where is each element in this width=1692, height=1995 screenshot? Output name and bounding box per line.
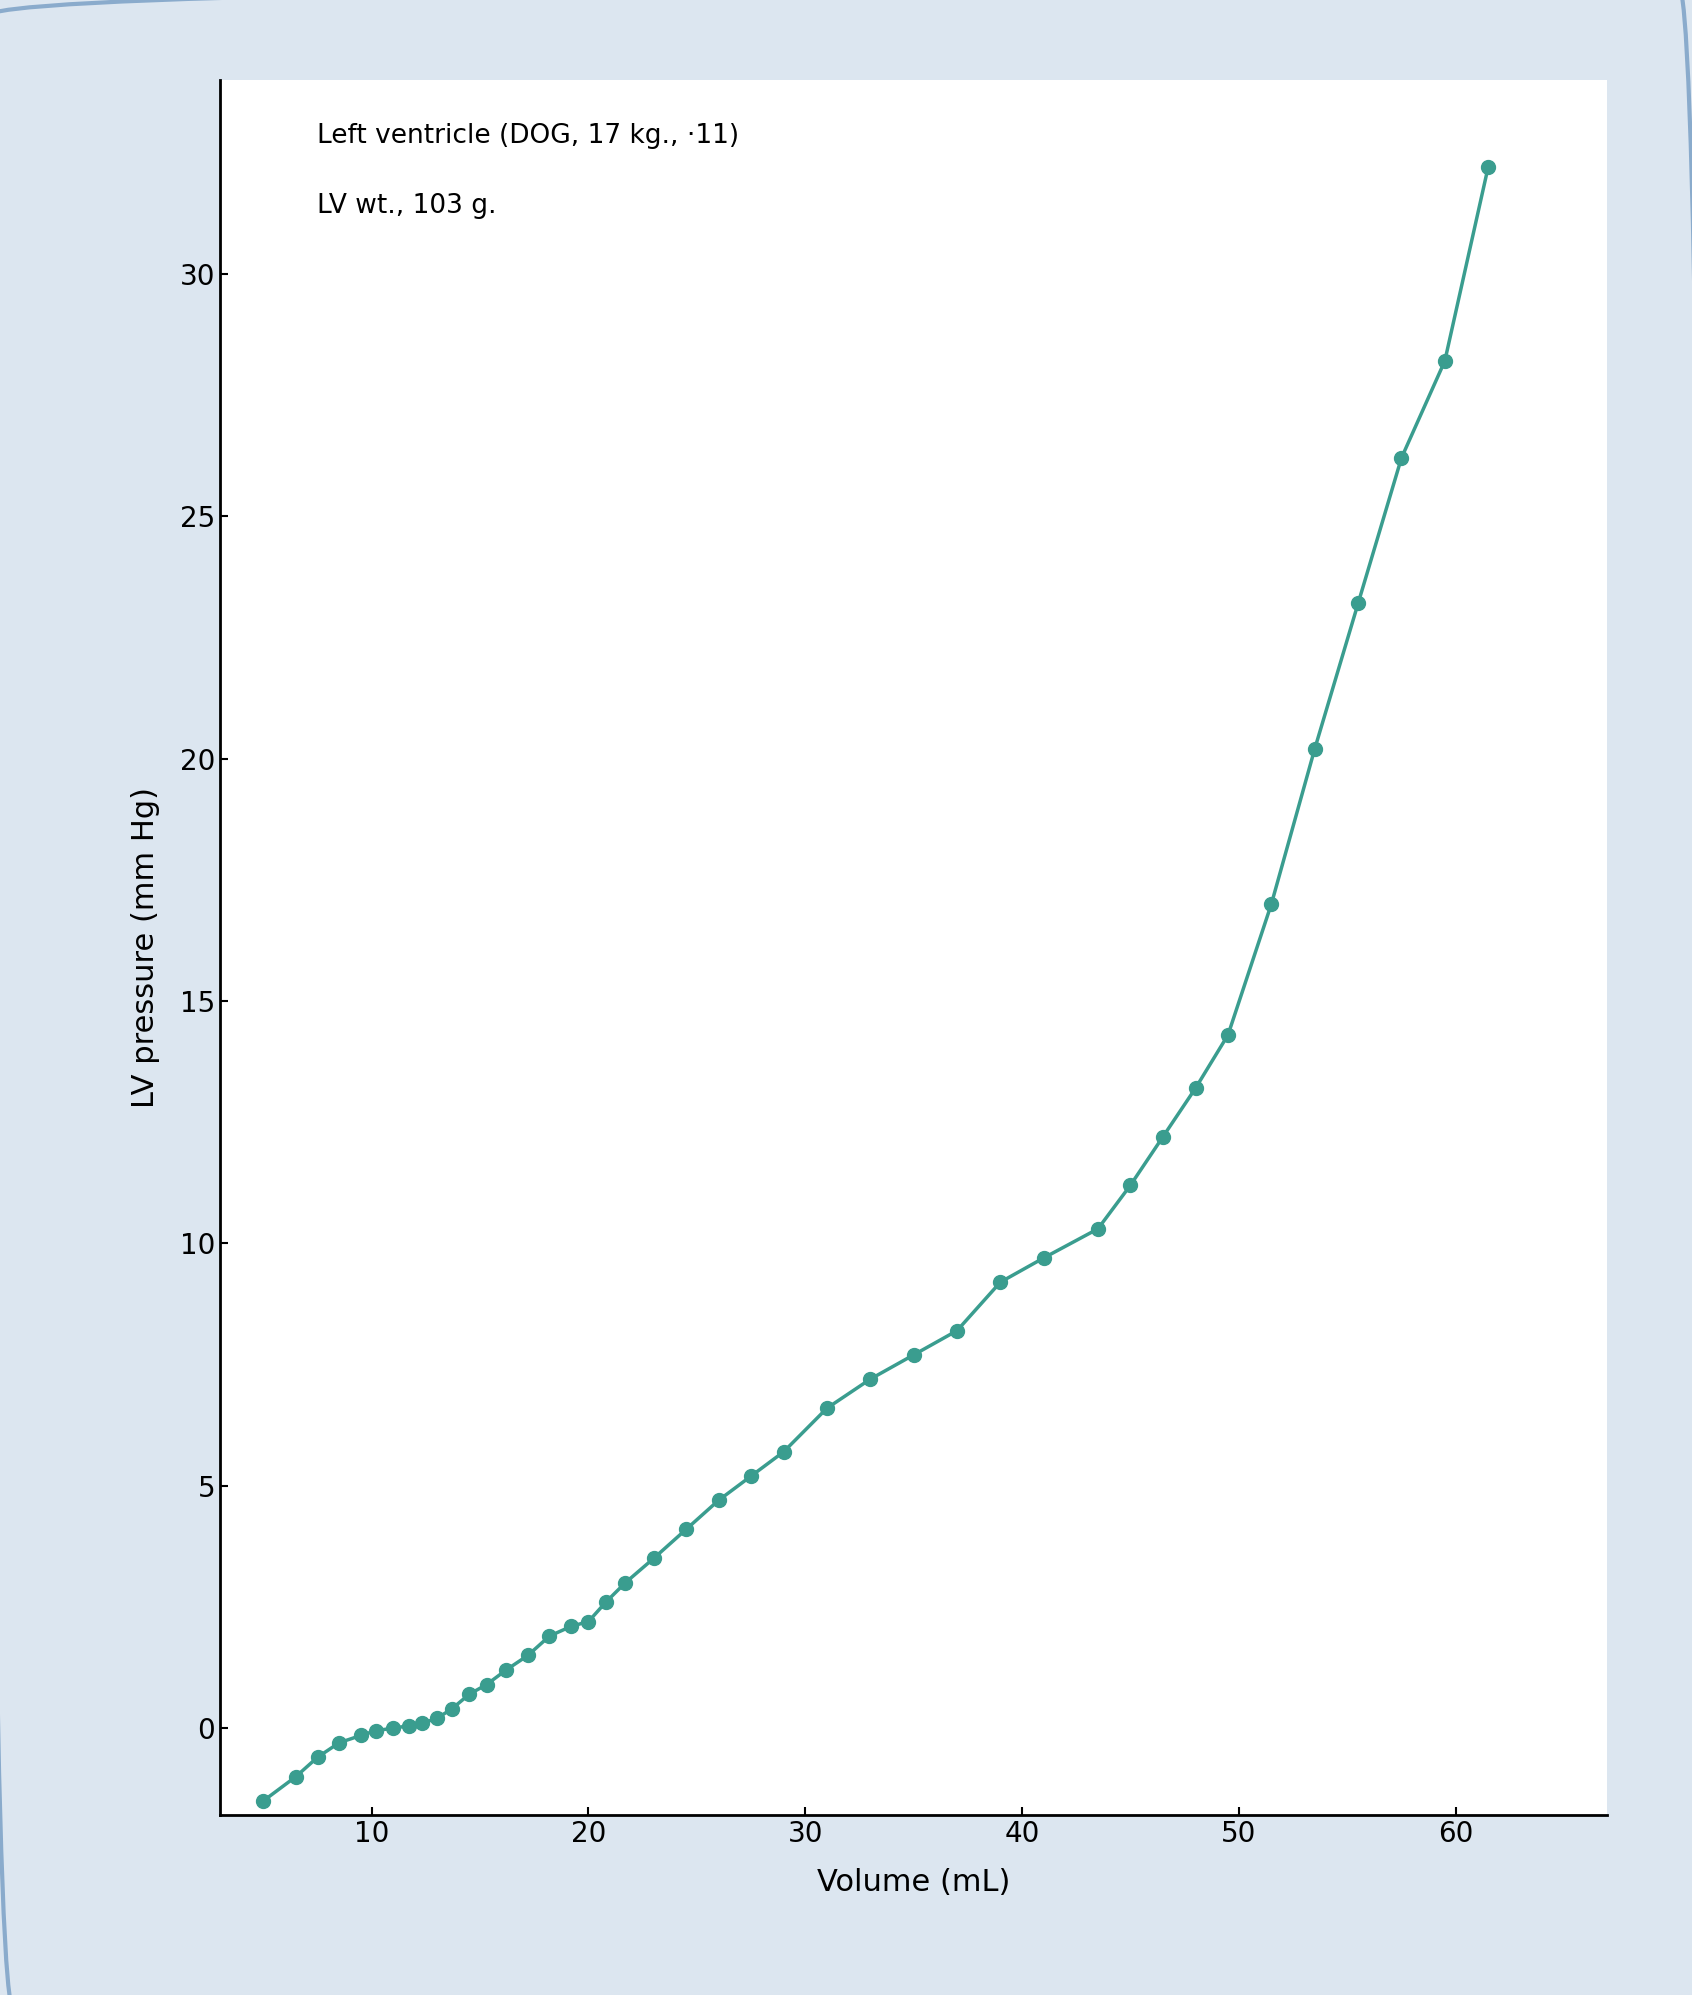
Point [492,1654,519,1686]
Point [900,1339,927,1371]
Point [536,1620,563,1652]
Point [558,1610,585,1642]
Point [1431,345,1459,377]
Point [1345,587,1372,618]
Point [592,1586,619,1618]
Point [1387,443,1415,475]
Point [423,1702,450,1734]
Point [283,1762,310,1794]
Point [250,1786,277,1817]
Point [738,1460,765,1492]
Point [1475,152,1502,184]
Point [706,1484,733,1516]
Point [1183,1071,1210,1103]
Point [986,1267,1014,1299]
Point [575,1606,602,1638]
Point [613,1566,640,1598]
Point [672,1514,699,1546]
Point [474,1668,501,1700]
Point [514,1640,541,1672]
Point [1215,1019,1242,1051]
Point [438,1694,465,1726]
Point [305,1742,332,1774]
Point [362,1714,389,1746]
Point [347,1720,374,1752]
Point [379,1712,406,1744]
Point [770,1436,797,1468]
Y-axis label: LV pressure (mm Hg): LV pressure (mm Hg) [132,788,161,1107]
Point [408,1708,435,1740]
Point [1030,1243,1058,1275]
Point [455,1678,482,1710]
X-axis label: Volume (mL): Volume (mL) [817,1867,1010,1897]
Text: Left ventricle (DOG, 17 kg., ·11): Left ventricle (DOG, 17 kg., ·11) [316,124,739,150]
Point [856,1363,883,1395]
Point [1301,732,1328,764]
Point [1085,1213,1112,1245]
Point [814,1393,841,1424]
Point [1117,1169,1144,1201]
Point [394,1710,421,1742]
Point [325,1728,352,1760]
Point [640,1542,667,1574]
Point [1257,888,1284,920]
Text: LV wt., 103 g.: LV wt., 103 g. [316,194,496,219]
Point [944,1315,971,1347]
Point [1149,1121,1176,1153]
